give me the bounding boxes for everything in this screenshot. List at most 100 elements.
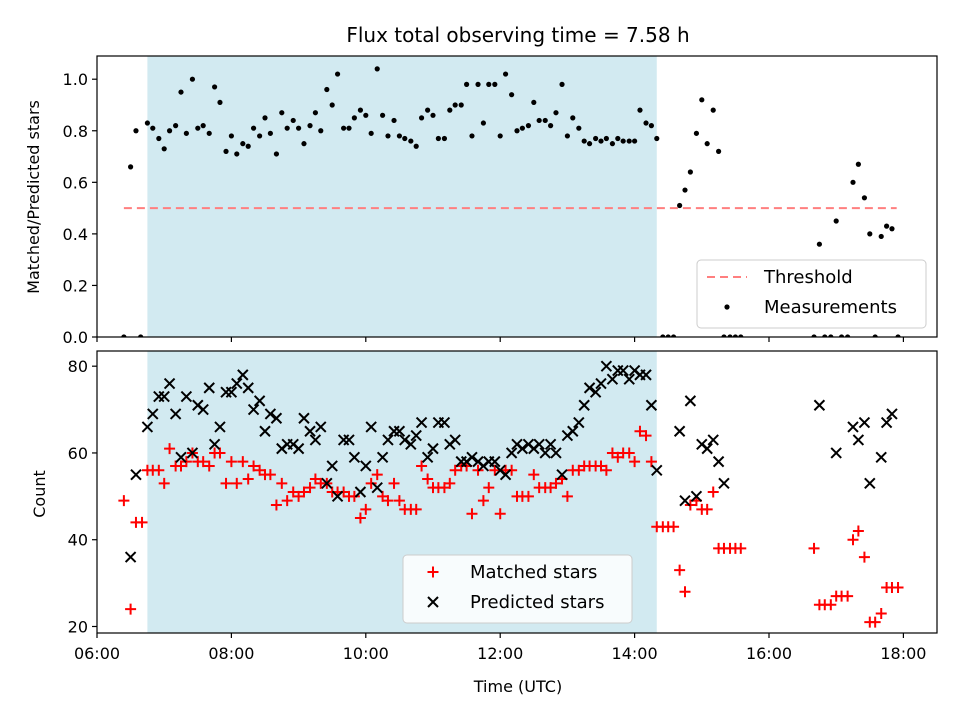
- predicted-star-point: [315, 421, 327, 433]
- predicted-star-point: [264, 408, 277, 420]
- measurement-point: [620, 138, 626, 144]
- predicted-star-point: [707, 434, 719, 446]
- predicted-star-point: [214, 421, 226, 433]
- measurement-point: [838, 334, 845, 337]
- legend-threshold-label: Threshold: [763, 267, 853, 288]
- predicted-star-point: [684, 395, 697, 407]
- x-axis-label: Time (UTC): [473, 677, 562, 696]
- measurement-point: [441, 135, 448, 142]
- measurement-point: [710, 107, 716, 113]
- matched-star-point: [444, 477, 456, 489]
- measurement-point: [855, 161, 861, 167]
- predicted-star-point: [365, 421, 377, 433]
- predicted-star-point: [623, 373, 635, 385]
- measurement-point: [732, 334, 738, 337]
- predicted-star-point: [673, 425, 686, 437]
- measurement-point: [307, 123, 313, 129]
- predicted-star-point: [875, 451, 887, 463]
- matched-star-point: [561, 490, 573, 502]
- matched-star-point: [645, 456, 657, 468]
- matched-star-point: [679, 586, 691, 598]
- x-tick-label: 16:00: [746, 644, 792, 663]
- predicted-star-point: [405, 438, 417, 450]
- predicted-star-point: [141, 421, 154, 433]
- predicted-star-point: [343, 434, 355, 446]
- predicted-star-point: [270, 412, 283, 424]
- measurement-point: [391, 117, 397, 124]
- measurement-point: [828, 334, 834, 337]
- predicted-star-point: [331, 490, 344, 503]
- matched-star-point: [600, 464, 612, 476]
- measurement-point: [811, 334, 817, 337]
- measurement-point: [245, 143, 251, 149]
- matched-star-point: [203, 460, 215, 472]
- measurement-point: [598, 138, 604, 144]
- predicted-star-point: [544, 438, 557, 450]
- matched-star-point: [528, 469, 540, 481]
- predicted-star-point: [399, 434, 411, 446]
- matched-star-point: [225, 456, 237, 468]
- matched-star-point: [623, 447, 635, 459]
- measurement-point: [816, 241, 823, 247]
- matched-star-point: [422, 473, 434, 485]
- predicted-star-point: [651, 464, 663, 477]
- measurement-point: [324, 86, 330, 93]
- measurement-point: [654, 135, 660, 142]
- measurement-point: [704, 141, 710, 147]
- predicted-star-point: [158, 390, 170, 403]
- predicted-star-point: [852, 434, 865, 446]
- measurement-point: [452, 102, 458, 108]
- predicted-star-point: [163, 377, 176, 390]
- measurement-point: [173, 123, 179, 129]
- predicted-star-point: [326, 460, 338, 472]
- matched-star-point: [231, 477, 243, 489]
- y-tick-label: 0.2: [63, 276, 88, 295]
- predicted-star-point: [690, 490, 703, 503]
- measurement-point: [257, 133, 263, 139]
- matched-star-point: [808, 542, 820, 554]
- legend-matched-swatch: [427, 566, 439, 578]
- predicted-star-point: [830, 447, 842, 459]
- predicted-star-point: [578, 399, 590, 411]
- matched-star-point: [842, 590, 854, 602]
- predicted-star-point: [489, 455, 501, 468]
- matched-star-point: [629, 456, 641, 468]
- matched-star-point: [304, 482, 316, 494]
- measurement-point: [262, 115, 268, 121]
- y-tick-label: 40: [68, 531, 88, 550]
- top-y-axis-label: Matched/Predicted stars: [24, 100, 43, 294]
- measurement-point: [878, 233, 884, 240]
- measurement-point: [156, 135, 162, 142]
- predicted-star-point: [595, 377, 607, 390]
- measurement-point: [223, 148, 229, 154]
- predicted-star-point: [130, 468, 142, 481]
- predicted-star-point: [124, 551, 137, 563]
- x-tick-label: 08:00: [208, 644, 254, 663]
- matched-star-point: [483, 482, 495, 494]
- measurement-point: [413, 143, 419, 149]
- matched-star-point: [153, 464, 165, 476]
- matched-star-point: [852, 525, 864, 537]
- predicted-star-point: [813, 399, 826, 411]
- measurement-point: [548, 123, 554, 129]
- measurement-point: [464, 81, 470, 87]
- measurement-point: [586, 141, 593, 147]
- measurement-point: [609, 141, 616, 147]
- measurement-point: [514, 128, 520, 134]
- x-tick-label: 18:00: [880, 644, 926, 663]
- measurement-point: [593, 135, 599, 142]
- measurement-point: [150, 125, 156, 131]
- measurement-point: [138, 334, 144, 337]
- measurement-point: [845, 334, 851, 337]
- measurement-point: [699, 97, 705, 103]
- measurement-point: [693, 130, 700, 136]
- matched-star-point: [550, 477, 562, 489]
- predicted-star-point: [348, 451, 361, 463]
- top-panel: 0.0 0.2 0.4 0.6 0.8 1.0 Threshold Measurements: [63, 55, 938, 347]
- measurement-point: [121, 334, 127, 337]
- matched-star-point: [264, 469, 276, 481]
- matched-star-point: [354, 512, 366, 524]
- predicted-star-point: [505, 447, 518, 459]
- measurement-point: [670, 334, 677, 337]
- matched-star-point: [298, 486, 310, 498]
